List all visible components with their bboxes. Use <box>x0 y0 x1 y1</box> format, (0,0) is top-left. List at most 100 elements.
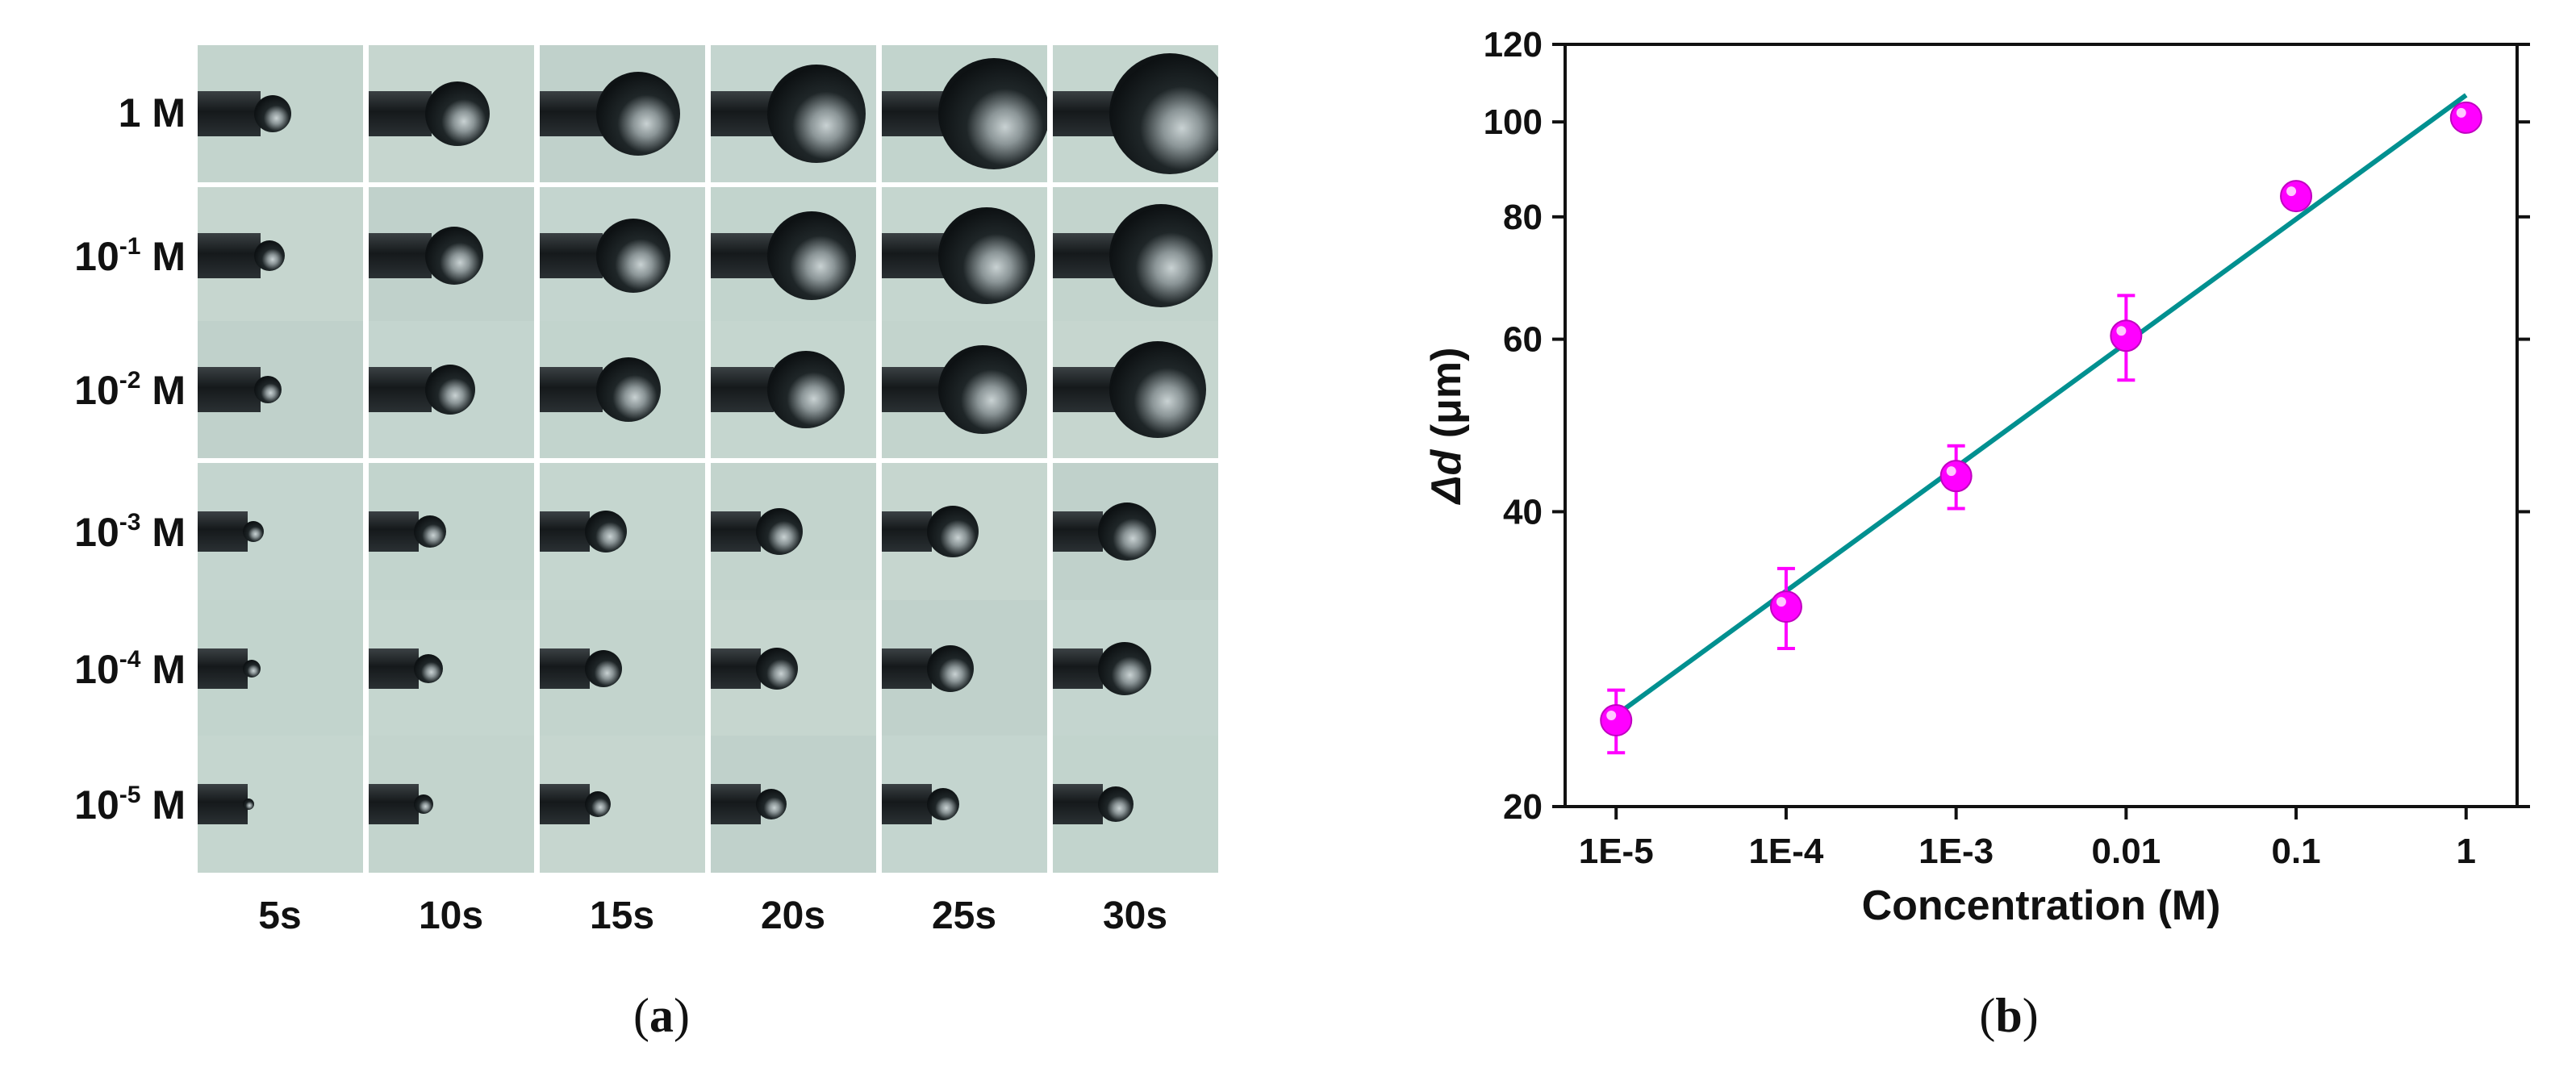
data-point-highlight <box>2456 107 2466 118</box>
droplet <box>756 648 798 690</box>
droplet <box>596 72 680 156</box>
row-label-unit: M <box>140 234 186 279</box>
droplet-image-cell <box>711 45 876 182</box>
droplet <box>756 789 787 819</box>
row-label-unit: M <box>140 647 186 692</box>
droplet <box>243 521 264 542</box>
capillary-needle <box>1053 233 1116 278</box>
droplet-image-cell <box>711 463 876 600</box>
capillary-needle <box>369 367 432 412</box>
droplet-grid: 1 M 10-1 M 10-2 M 10-3 M 10-4 M 10-5 M 5s 10s 15… <box>0 0 1323 968</box>
data-point-highlight <box>2116 326 2127 336</box>
y-axis-unit: (μm) <box>1423 348 1470 450</box>
droplet <box>254 95 291 132</box>
droplet-image-cell <box>198 600 363 737</box>
data-point <box>2110 319 2143 352</box>
x-tick-label: 0.1 <box>2271 832 2320 871</box>
droplet-image-cell <box>540 321 705 458</box>
droplet <box>1109 204 1213 307</box>
capillary-needle <box>369 233 432 278</box>
row-label: 10-1 M <box>0 235 186 277</box>
chart-svg: 1E-5 1E-4 1E-3 0.01 0.1 120406080100120Concen… <box>1423 25 2530 929</box>
y-tick-label: 100 <box>1484 102 1543 142</box>
droplet-image-cell <box>711 187 876 324</box>
droplet <box>254 376 282 403</box>
droplet-image-cell <box>369 463 534 600</box>
y-tick-label: 40 <box>1503 492 1543 532</box>
panel-a-droplet-image-grid: 1 M 10-1 M 10-2 M 10-3 M 10-4 M 10-5 M 5s 10s 15… <box>0 0 1323 1042</box>
capillary-needle <box>882 511 932 552</box>
panel-b-caption: (b) <box>1979 989 2039 1042</box>
row-label-unit: M <box>140 510 186 555</box>
y-axis-symbol: Δd <box>1423 449 1470 506</box>
droplet-image-cell <box>1053 187 1218 324</box>
droplet <box>938 58 1047 169</box>
droplet-image-cell <box>198 45 363 182</box>
capillary-needle <box>1053 367 1116 412</box>
droplet <box>243 799 254 810</box>
droplet-image-cell <box>198 463 363 600</box>
droplet-image-cell <box>882 187 1047 324</box>
droplet <box>254 240 285 271</box>
capillary-needle <box>882 784 932 824</box>
data-point <box>1600 703 1633 736</box>
droplet <box>425 227 483 285</box>
droplet <box>425 81 490 146</box>
capillary-needle <box>711 511 761 552</box>
droplet <box>1098 502 1156 561</box>
droplet-image-cell <box>711 321 876 458</box>
capillary-needle <box>540 233 603 278</box>
droplet <box>1109 53 1218 174</box>
row-label-exponent: -3 <box>119 509 141 536</box>
fit-line <box>1614 93 2468 717</box>
capillary-needle <box>540 648 590 689</box>
droplet-image-cell <box>711 600 876 737</box>
data-point-highlight <box>1606 710 1617 720</box>
droplet-image-cell <box>540 736 705 873</box>
x-tick-label: 1E-4 <box>1748 832 1823 871</box>
row-label-exponent: -2 <box>119 367 141 394</box>
capillary-needle <box>1053 511 1103 552</box>
data-point-highlight <box>1776 597 1786 607</box>
capillary-needle <box>198 511 248 552</box>
y-axis-title: Δd (μm) <box>1423 348 1470 506</box>
capillary-needle <box>540 784 590 824</box>
droplet-image-cell <box>882 600 1047 737</box>
time-label: 15s <box>589 894 655 937</box>
capillary-needle <box>540 367 603 412</box>
droplet-image-cell <box>198 321 363 458</box>
droplet <box>414 794 433 814</box>
capillary-needle <box>882 648 932 689</box>
capillary-needle <box>711 233 774 278</box>
droplet-image-cell <box>369 187 534 324</box>
droplet <box>585 791 611 817</box>
row-label: 1 M <box>0 93 186 133</box>
droplet-image-cell <box>882 45 1047 182</box>
droplet-image-cell <box>1053 463 1218 600</box>
droplet <box>585 650 622 687</box>
capillary-needle <box>711 91 774 136</box>
capillary-needle <box>198 784 248 824</box>
droplet-image-cell <box>540 600 705 737</box>
capillary-needle <box>369 784 419 824</box>
droplet <box>938 207 1035 304</box>
data-point-highlight <box>1946 466 1956 477</box>
droplet <box>1098 786 1134 822</box>
droplet <box>596 219 670 293</box>
y-tick-label: 120 <box>1484 25 1543 65</box>
droplet-image-cell <box>1053 736 1218 873</box>
y-tick-label: 80 <box>1503 198 1543 237</box>
droplet-image-cell <box>882 321 1047 458</box>
row-label-exponent: -5 <box>119 782 141 808</box>
droplet-image-cell <box>882 463 1047 600</box>
row-label: 10-2 M <box>0 369 186 411</box>
capillary-needle <box>711 648 761 689</box>
row-label-base: 10 <box>74 782 119 828</box>
capillary-needle <box>711 784 761 824</box>
droplet <box>927 645 974 692</box>
row-label-unit: M <box>140 782 186 828</box>
droplet <box>414 515 446 548</box>
plot-frame <box>1564 43 2519 808</box>
time-label: 30s <box>1102 894 1168 937</box>
droplet-image-cell <box>198 736 363 873</box>
